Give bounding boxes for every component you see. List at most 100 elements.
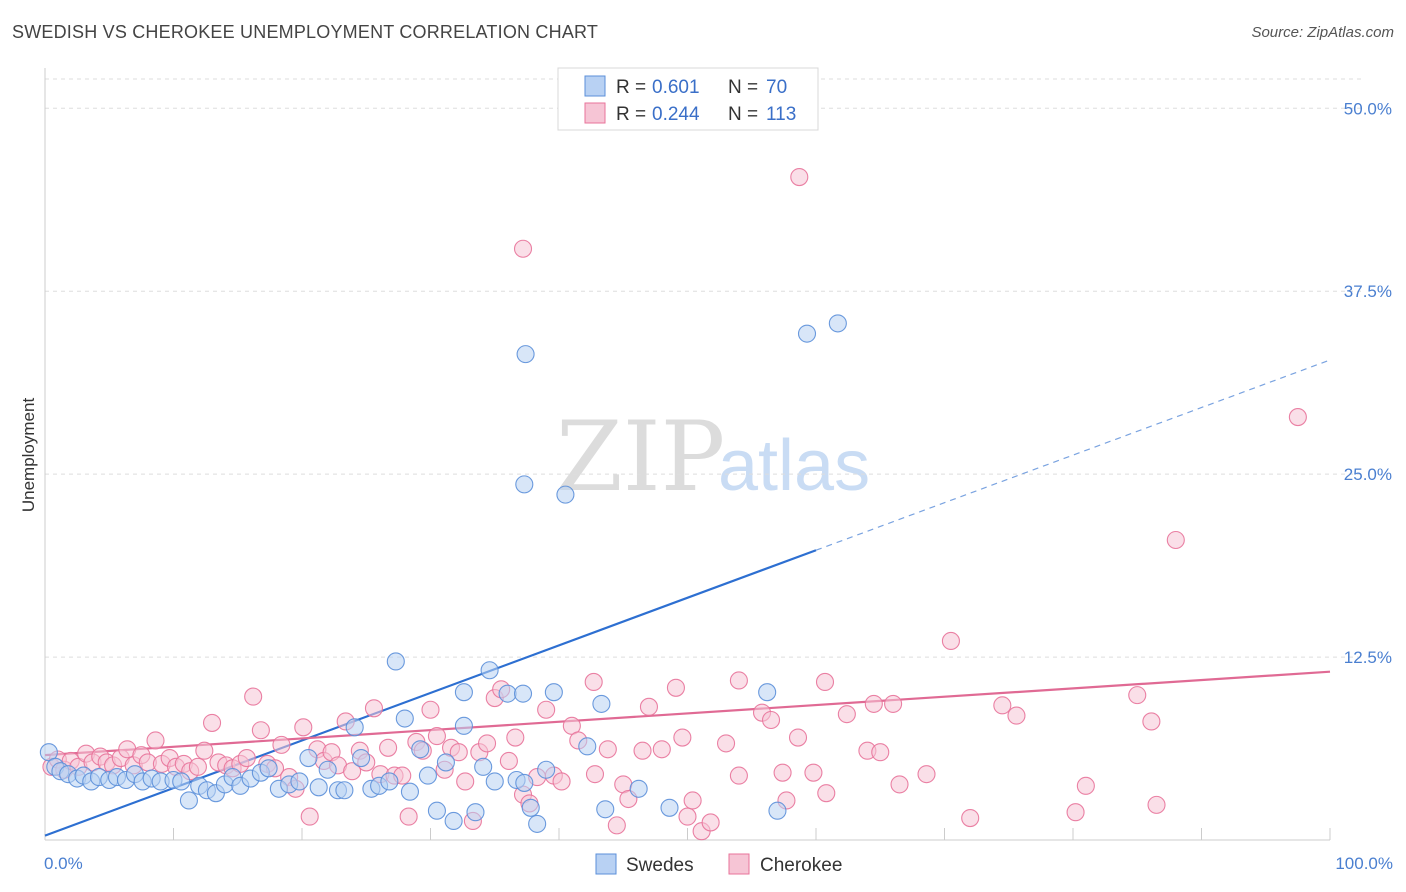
point-cherokee xyxy=(203,713,222,732)
point-swedes xyxy=(386,652,405,671)
legend-swatch-swedes xyxy=(595,853,617,875)
point-swedes xyxy=(578,737,597,756)
point-cherokee xyxy=(1288,408,1307,427)
point-swedes xyxy=(660,798,679,817)
point-cherokee xyxy=(701,813,720,832)
point-cherokee xyxy=(761,710,781,730)
stats-legend: R = 0.601 N = 70 R = 0.244 N = 113 xyxy=(557,67,819,131)
point-cherokee xyxy=(817,784,836,803)
point-swedes xyxy=(513,684,533,703)
trend-line-swedes xyxy=(44,549,817,837)
point-cherokee xyxy=(584,672,603,691)
point-swedes xyxy=(345,718,364,737)
point-swedes xyxy=(352,748,371,768)
point-swedes xyxy=(380,772,399,791)
point-cherokee xyxy=(421,700,440,719)
point-cherokee xyxy=(294,718,313,737)
y-axis-label: Unemployment xyxy=(19,398,38,513)
point-swedes xyxy=(537,760,556,779)
point-cherokee xyxy=(379,738,398,757)
source-label: Source: ZipAtlas.com xyxy=(1251,24,1394,41)
legend-label-swedes: Swedes xyxy=(626,855,694,876)
point-cherokee xyxy=(815,672,835,691)
point-swedes xyxy=(758,683,777,702)
legend-swatch-cherokee xyxy=(728,853,750,875)
stats-n-label-swedes: N = xyxy=(728,77,758,98)
point-cherokee xyxy=(195,741,214,760)
point-swedes xyxy=(528,814,547,833)
point-cherokee xyxy=(598,740,617,759)
point-swedes xyxy=(418,766,437,785)
point-swedes xyxy=(515,773,534,792)
x-tick-label-max: 100.0% xyxy=(1335,854,1393,873)
stats-r-value-swedes: 0.601 xyxy=(652,77,700,98)
y-tick-label: 37.5% xyxy=(1344,282,1392,301)
point-cherokee xyxy=(427,727,446,746)
stats-legend-swatch-swedes xyxy=(584,75,606,97)
point-swedes xyxy=(172,772,191,791)
point-cherokee xyxy=(506,728,525,747)
point-cherokee xyxy=(864,694,883,713)
point-cherokee xyxy=(537,700,556,719)
legend-label-cherokee: Cherokee xyxy=(760,855,842,876)
point-cherokee xyxy=(678,807,697,826)
point-swedes xyxy=(290,772,309,791)
point-swedes xyxy=(629,779,648,798)
point-cherokee xyxy=(1147,795,1166,814)
stats-legend-swatch-cherokee xyxy=(584,102,606,124)
data-points xyxy=(39,168,1307,841)
stats-r-label-swedes: R = xyxy=(616,77,646,98)
stats-n-value-swedes: 70 xyxy=(766,77,787,98)
stats-n-label-cherokee: N = xyxy=(728,104,758,125)
point-swedes xyxy=(544,683,563,702)
trend-line-cherokee xyxy=(44,670,1331,757)
point-cherokee xyxy=(804,763,823,782)
point-cherokee xyxy=(188,757,207,776)
stats-r-value-cherokee: 0.244 xyxy=(652,104,700,125)
point-swedes xyxy=(516,345,535,364)
point-cherokee xyxy=(941,631,960,651)
point-cherokee xyxy=(399,807,418,826)
point-cherokee xyxy=(585,765,605,784)
point-swedes xyxy=(179,791,198,810)
point-cherokee xyxy=(773,763,792,782)
point-swedes xyxy=(466,803,485,822)
point-cherokee xyxy=(683,791,702,810)
grid xyxy=(45,78,1365,658)
point-swedes xyxy=(259,759,278,778)
point-swedes xyxy=(596,800,615,819)
point-swedes xyxy=(427,801,446,820)
point-swedes xyxy=(515,475,534,494)
point-swedes xyxy=(521,798,540,817)
point-cherokee xyxy=(652,740,671,759)
point-cherokee xyxy=(364,699,384,718)
point-cherokee xyxy=(917,765,936,784)
point-swedes xyxy=(797,324,817,343)
point-swedes xyxy=(318,760,337,779)
point-cherokee xyxy=(1128,686,1147,705)
point-cherokee xyxy=(146,731,165,750)
point-cherokee xyxy=(1166,530,1185,550)
point-swedes xyxy=(454,683,473,702)
stats-n-value-cherokee: 113 xyxy=(766,104,796,125)
point-cherokee xyxy=(607,816,626,835)
watermark: ZIP atlas xyxy=(556,401,870,513)
point-cherokee xyxy=(666,678,685,697)
point-cherokee xyxy=(477,734,497,753)
x-tick-label-min: 0.0% xyxy=(44,854,83,873)
point-cherokee xyxy=(729,671,748,690)
point-cherokee xyxy=(244,687,263,706)
point-cherokee xyxy=(499,751,518,771)
point-cherokee xyxy=(456,772,475,791)
point-cherokee xyxy=(716,734,736,753)
series-legend: Swedes Cherokee xyxy=(595,853,842,876)
point-swedes xyxy=(444,811,463,831)
point-swedes xyxy=(335,781,354,800)
point-swedes xyxy=(454,716,473,735)
point-cherokee xyxy=(513,239,533,258)
point-swedes xyxy=(480,661,499,680)
point-swedes xyxy=(556,485,575,504)
point-swedes xyxy=(395,709,414,728)
point-swedes xyxy=(485,772,504,791)
point-swedes xyxy=(299,748,318,768)
